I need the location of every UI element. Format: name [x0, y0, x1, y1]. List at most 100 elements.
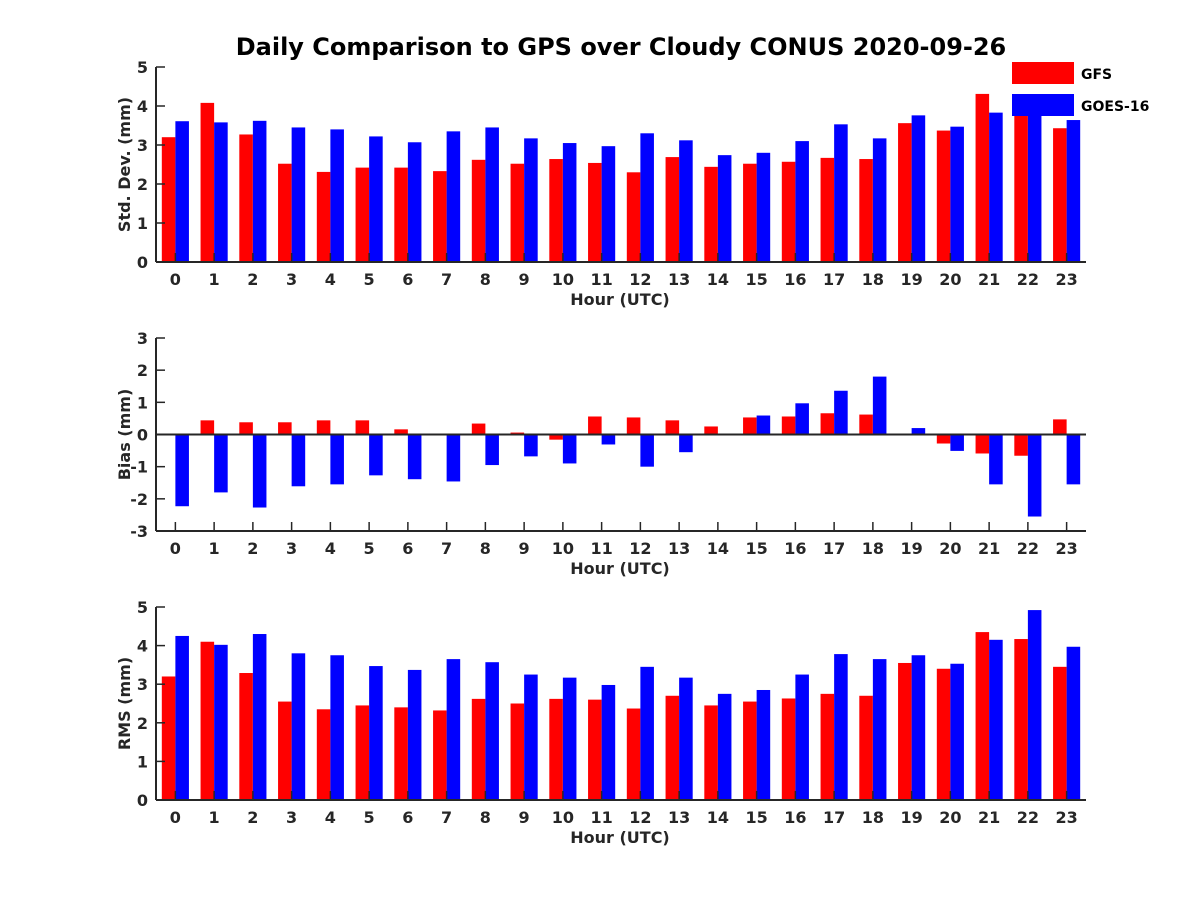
bar-gfs-hour-19: [898, 123, 912, 262]
bar-goes-16-hour-10: [562, 434, 577, 464]
bar-gfs-hour-21: [975, 632, 990, 800]
bar-goes-16-hour-13: [679, 434, 693, 453]
bar-gfs-hour-21: [975, 434, 990, 454]
x-tick-label: 19: [900, 270, 922, 289]
bar-gfs-hour-9: [510, 163, 525, 262]
bar-gfs-hour-13: [665, 695, 680, 800]
bar-goes-16-hour-4: [330, 129, 344, 262]
bar-gfs-hour-9: [510, 703, 525, 800]
bar-gfs-hour-17: [820, 157, 835, 262]
x-tick-label: 17: [823, 270, 845, 289]
bar-goes-16-hour-1: [214, 644, 228, 800]
bar-goes-16-hour-13: [679, 140, 693, 262]
bar-goes-16-hour-4: [330, 434, 344, 485]
bar-gfs-hour-23: [1053, 666, 1067, 800]
bar-goes-16-hour-3: [291, 127, 306, 262]
bar-gfs-hour-10: [549, 159, 563, 262]
bar-gfs-hour-2: [239, 134, 253, 262]
x-tick-label: 0: [170, 270, 181, 289]
bar-gfs-hour-22: [1014, 639, 1028, 800]
x-tick-label: 6: [402, 270, 413, 289]
bar-gfs-hour-14: [704, 705, 718, 800]
bar-gfs-hour-13: [665, 420, 680, 435]
x-tick-label: 1: [209, 539, 220, 558]
x-tick-label: 20: [939, 270, 961, 289]
y-axis-label: Std. Dev. (mm): [115, 97, 134, 232]
bar-goes-16-hour-15: [756, 689, 771, 800]
bar-gfs-hour-10: [549, 434, 563, 440]
bar-goes-16-hour-17: [834, 390, 848, 435]
bar-goes-16-hour-18: [872, 376, 887, 435]
x-tick-label: 8: [480, 808, 491, 827]
bar-goes-16-hour-16: [795, 674, 809, 800]
x-tick-label: 2: [247, 270, 258, 289]
x-tick-label: 5: [364, 808, 375, 827]
bar-goes-16-hour-22: [1027, 610, 1042, 800]
x-tick-label: 0: [170, 808, 181, 827]
bar-gfs-hour-2: [239, 673, 253, 800]
bar-gfs-hour-18: [859, 414, 873, 435]
bar-gfs-hour-8: [471, 159, 486, 262]
x-tick-label: 14: [707, 270, 729, 289]
bar-goes-16-hour-17: [834, 654, 848, 800]
bar-goes-16-hour-11: [601, 146, 616, 262]
bar-gfs-hour-8: [471, 423, 486, 435]
bar-gfs-hour-14: [704, 166, 718, 262]
x-axis-label: Hour (UTC): [570, 559, 670, 578]
x-tick-label: 11: [590, 539, 612, 558]
x-tick-label: 4: [325, 539, 336, 558]
y-tick-label: -1: [130, 458, 148, 477]
y-tick-label: 3: [137, 136, 148, 155]
bar-goes-16-hour-19: [911, 655, 926, 800]
x-tick-label: 2: [247, 539, 258, 558]
bar-gfs-hour-5: [355, 167, 370, 262]
bar-gfs-hour-3: [278, 422, 292, 435]
bar-goes-16-hour-15: [756, 152, 771, 262]
bar-goes-16-hour-22: [1027, 98, 1042, 262]
x-tick-label: 22: [1017, 539, 1039, 558]
bar-goes-16-hour-6: [407, 434, 422, 480]
bar-goes-16-hour-8: [485, 434, 499, 466]
x-tick-label: 15: [745, 539, 767, 558]
y-tick-label: 1: [137, 752, 148, 771]
x-tick-label: 23: [1055, 539, 1077, 558]
x-tick-label: 19: [900, 539, 922, 558]
bar-gfs-hour-3: [278, 701, 292, 800]
bar-gfs-hour-8: [471, 698, 486, 800]
x-tick-label: 18: [862, 808, 884, 827]
x-axis-label: Hour (UTC): [570, 828, 670, 847]
x-tick-label: 6: [402, 539, 413, 558]
bar-goes-16-hour-17: [834, 124, 848, 262]
bar-goes-16-hour-9: [524, 138, 538, 262]
x-tick-label: 17: [823, 808, 845, 827]
x-tick-label: 3: [286, 270, 297, 289]
y-tick-label: 4: [137, 637, 148, 656]
x-axis-label: Hour (UTC): [570, 290, 670, 309]
bar-gfs-hour-11: [588, 699, 602, 800]
bar-goes-16-hour-6: [407, 142, 422, 262]
bar-gfs-hour-0: [161, 676, 176, 800]
x-tick-label: 10: [552, 539, 574, 558]
bar-goes-16-hour-16: [795, 141, 809, 262]
bar-goes-16-hour-19: [911, 428, 926, 435]
x-tick-label: 14: [707, 539, 729, 558]
bar-goes-16-hour-21: [989, 639, 1003, 800]
x-tick-label: 16: [784, 270, 806, 289]
y-tick-label: 4: [137, 97, 148, 116]
bar-gfs-hour-4: [316, 420, 331, 435]
bar-gfs-hour-6: [394, 429, 408, 435]
bar-gfs-hour-1: [200, 102, 215, 262]
y-tick-label: 5: [137, 598, 148, 617]
x-tick-label: 7: [441, 270, 452, 289]
x-tick-label: 18: [862, 539, 884, 558]
x-tick-label: 9: [519, 539, 530, 558]
x-tick-label: 11: [590, 808, 612, 827]
bar-gfs-hour-13: [665, 157, 680, 262]
legend-swatch-goes-16: [1012, 94, 1074, 116]
x-tick-label: 8: [480, 539, 491, 558]
bar-gfs-hour-16: [781, 161, 796, 262]
y-tick-label: 0: [137, 791, 148, 810]
